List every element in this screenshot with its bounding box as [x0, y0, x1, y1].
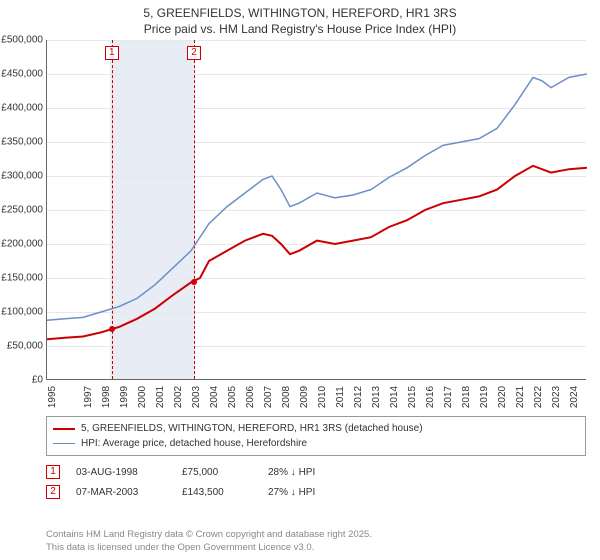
- x-axis-label: 2010: [317, 386, 328, 408]
- x-axis-label: 2007: [263, 386, 274, 408]
- y-axis-label: £300,000: [1, 171, 43, 182]
- transaction-delta: 27% ↓ HPI: [268, 487, 315, 498]
- transaction-date: 03-AUG-1998: [76, 467, 166, 478]
- legend-item: 5, GREENFIELDS, WITHINGTON, HEREFORD, HR…: [53, 421, 579, 436]
- x-axis-label: 2008: [281, 386, 292, 408]
- series-property: [47, 166, 587, 339]
- legend-label: 5, GREENFIELDS, WITHINGTON, HEREFORD, HR…: [81, 421, 423, 436]
- x-axis-label: 2006: [245, 386, 256, 408]
- x-axis-label: 2022: [533, 386, 544, 408]
- x-axis-label: 2001: [155, 386, 166, 408]
- x-axis-label: 1998: [101, 386, 112, 408]
- legend-swatch: [53, 443, 75, 444]
- footer-attribution: Contains HM Land Registry data © Crown c…: [46, 529, 372, 554]
- series-hpi: [47, 74, 587, 320]
- transaction-id: 1: [46, 465, 60, 479]
- x-axis-label: 2019: [479, 386, 490, 408]
- transaction-date: 07-MAR-2003: [76, 487, 166, 498]
- x-axis-label: 2004: [209, 386, 220, 408]
- x-axis-label: 2021: [515, 386, 526, 408]
- x-axis-label: 2013: [371, 386, 382, 408]
- x-axis-label: 2017: [443, 386, 454, 408]
- x-axis-label: 2003: [191, 386, 202, 408]
- y-axis-label: £200,000: [1, 239, 43, 250]
- y-axis-label: £350,000: [1, 137, 43, 148]
- transaction-rows: 1 03-AUG-1998 £75,000 28% ↓ HPI 2 07-MAR-2003…: [46, 462, 586, 502]
- chart-plot-area: £0£50,000£100,000£150,000£200,000£250,00…: [46, 40, 586, 380]
- chart-title: 5, GREENFIELDS, WITHINGTON, HEREFORD, HR…: [0, 0, 600, 41]
- title-line-2: Price paid vs. HM Land Registry's House …: [0, 22, 600, 38]
- x-axis-label: 2005: [227, 386, 238, 408]
- legend: 5, GREENFIELDS, WITHINGTON, HEREFORD, HR…: [46, 416, 586, 502]
- x-axis-label: 2011: [335, 386, 346, 408]
- x-axis-label: 2024: [569, 386, 580, 408]
- footer-line-2: This data is licensed under the Open Gov…: [46, 542, 372, 554]
- y-axis-label: £500,000: [1, 35, 43, 46]
- x-axis-label: 1997: [83, 386, 94, 408]
- y-axis-label: £450,000: [1, 69, 43, 80]
- x-axis-label: 2016: [425, 386, 436, 408]
- x-axis-label: 2009: [299, 386, 310, 408]
- chart-lines: [47, 40, 587, 380]
- legend-item: HPI: Average price, detached house, Here…: [53, 436, 579, 451]
- x-axis-label: 2015: [407, 386, 418, 408]
- x-axis-label: 2020: [497, 386, 508, 408]
- x-axis-label: 2000: [137, 386, 148, 408]
- transaction-delta: 28% ↓ HPI: [268, 467, 315, 478]
- x-axis-label: 1999: [119, 386, 130, 408]
- transaction-price: £143,500: [182, 487, 252, 498]
- transaction-price: £75,000: [182, 467, 252, 478]
- x-axis-label: 2002: [173, 386, 184, 408]
- title-line-1: 5, GREENFIELDS, WITHINGTON, HEREFORD, HR…: [0, 6, 600, 22]
- y-axis-label: £150,000: [1, 273, 43, 284]
- y-axis-label: £100,000: [1, 307, 43, 318]
- footer-line-1: Contains HM Land Registry data © Crown c…: [46, 529, 372, 541]
- transaction-id: 2: [46, 485, 60, 499]
- transaction-row: 1 03-AUG-1998 £75,000 28% ↓ HPI: [46, 462, 586, 482]
- legend-label: HPI: Average price, detached house, Here…: [81, 436, 307, 451]
- transaction-row: 2 07-MAR-2003 £143,500 27% ↓ HPI: [46, 482, 586, 502]
- legend-box: 5, GREENFIELDS, WITHINGTON, HEREFORD, HR…: [46, 416, 586, 456]
- x-axis-label: 2012: [353, 386, 364, 408]
- y-axis-label: £400,000: [1, 103, 43, 114]
- x-axis-label: 2018: [461, 386, 472, 408]
- y-axis-label: £250,000: [1, 205, 43, 216]
- y-axis-label: £0: [32, 375, 43, 386]
- y-axis-label: £50,000: [7, 341, 43, 352]
- legend-swatch: [53, 428, 75, 430]
- x-axis-label: 2014: [389, 386, 400, 408]
- x-axis-label: 2023: [551, 386, 562, 408]
- x-axis-label: 1995: [47, 386, 58, 408]
